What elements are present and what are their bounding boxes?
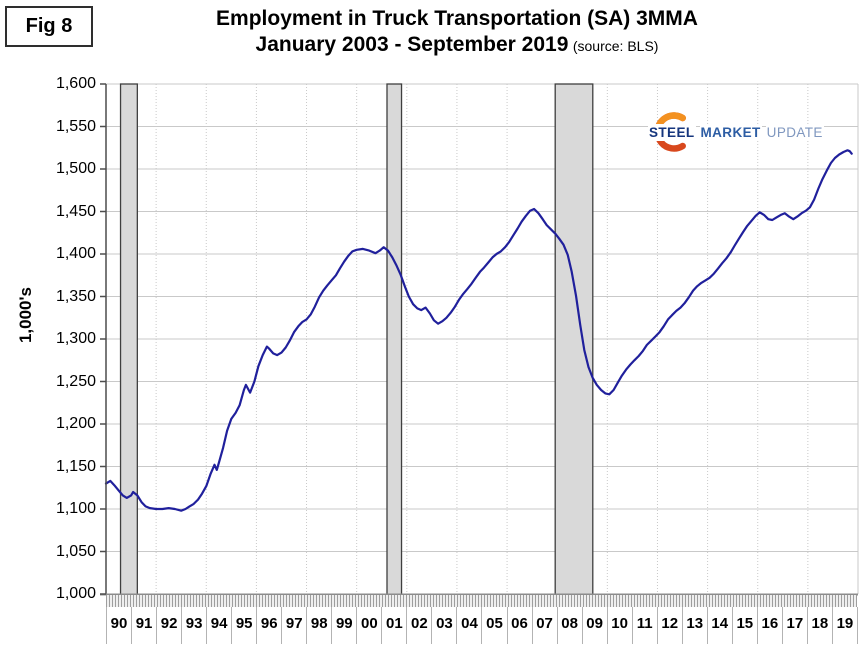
x-tick-label: 00 [356,607,381,644]
employment-line [104,149,853,512]
x-tick-label: 06 [506,607,532,644]
x-tick-label: 17 [781,607,807,644]
y-tick-label: 1,250 [55,372,96,390]
x-tick-label: 07 [531,607,557,644]
x-axis-minor-ticks [106,595,857,607]
x-tick-label: 11 [631,607,657,644]
x-tick-label: 18 [806,607,832,644]
logo-word-market: MARKET [699,124,762,141]
chart-subtitle: January 2003 - September 2019 [255,33,569,57]
x-tick-label: 02 [406,607,431,644]
chart-title: Employment in Truck Transportation (SA) … [216,7,698,30]
x-tick-label: 99 [331,607,356,644]
y-tick-label: 1,550 [55,117,96,135]
x-tick-label: 01 [381,607,406,644]
recession-band [119,83,138,597]
x-axis-tick-labels: 90 91 92 93 94 95 96 97 98 99 00 01 02 03 04 05 06 07 08 09… [106,607,858,644]
y-tick-label: 1,400 [55,245,96,262]
x-tick-label: 97 [281,607,306,644]
x-tick-label: 09 [581,607,607,644]
source-note: (source: BLS) [572,38,659,55]
x-tick-label: 15 [731,607,757,644]
y-tick-label: 1,150 [55,457,96,475]
y-tick-label: 1,200 [55,415,96,432]
x-tick-label: 91 [131,607,156,644]
x-tick-label: 93 [181,607,206,644]
x-tick-label: 94 [206,607,231,644]
x-tick-label: 10 [606,607,632,644]
x-tick-label: 95 [231,607,256,644]
logo-word-steel: STEEL [648,124,696,141]
x-tick-label: 13 [681,607,707,644]
x-tick-label: 19 [831,607,858,644]
x-tick-label: 16 [756,607,782,644]
y-tick-label: 1,000 [55,585,96,602]
x-tick-label: 05 [481,607,506,644]
plot-area [100,83,859,597]
logo-wordmark: STEEL MARKET UPDATE [648,124,824,141]
x-tick-label: 14 [706,607,732,644]
chart-subtitle-line: January 2003 - September 2019 (source: B… [50,32,864,58]
y-tick-label: 1,350 [55,287,96,305]
smu-logo: STEEL MARKET UPDATE [640,110,824,158]
x-tick-label: 96 [256,607,281,644]
figure-number-badge: Fig 8 [5,6,93,47]
logo-word-update: UPDATE [765,124,824,141]
y-tick-label: 1,450 [55,202,96,220]
y-axis-title: 1,000's [16,286,35,344]
y-tick-label: 1,300 [55,330,96,347]
x-tick-label: 08 [556,607,582,644]
x-tick-label: 04 [456,607,481,644]
y-tick-label: 1,600 [55,75,96,92]
y-tick-label: 1,500 [55,160,96,177]
x-tick-label: 90 [106,607,131,644]
recession-band [386,83,403,597]
y-tick-label: 1,050 [55,542,96,560]
chart-header: Employment in Truck Transportation (SA) … [50,6,864,59]
recession-band [554,83,594,597]
x-tick-label: 98 [306,607,331,644]
x-tick-label: 03 [431,607,456,644]
y-tick-label: 1,100 [55,500,96,517]
x-tick-label: 92 [156,607,181,644]
x-tick-label: 12 [656,607,682,644]
